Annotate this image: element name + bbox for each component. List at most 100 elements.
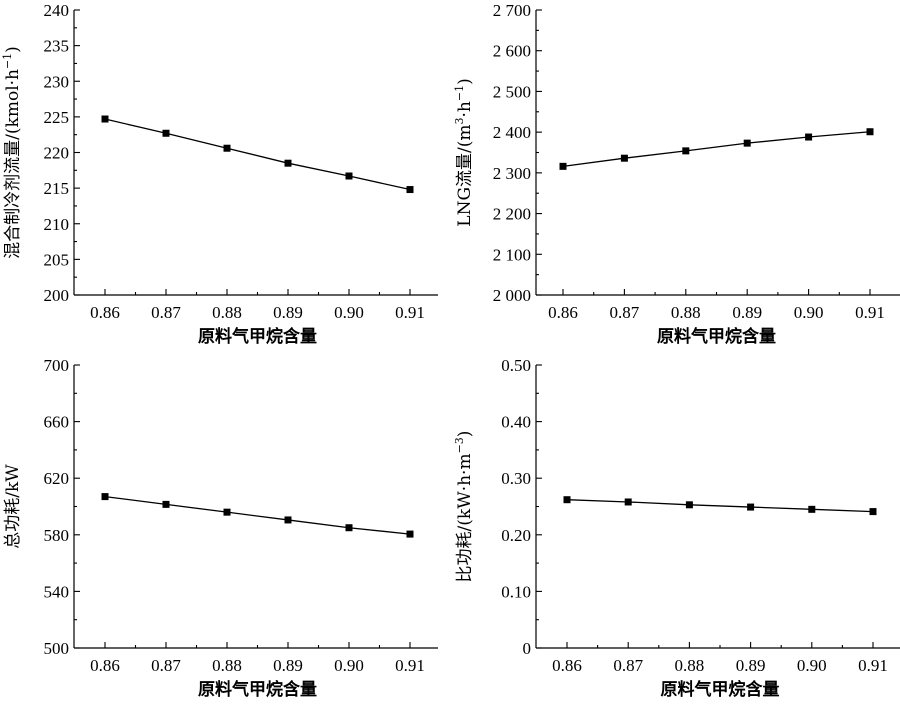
y-tick-label: 0.50 [501, 356, 531, 375]
y-axis-title-part: ·h [455, 101, 475, 117]
y-tick-label: 235 [44, 37, 70, 56]
data-point [559, 162, 567, 170]
data-point [743, 139, 751, 147]
y-axis-title: LNG流量/(m3·h−1) [453, 78, 475, 226]
x-tick-label: 0.87 [610, 303, 640, 322]
y-tick-label: 225 [44, 108, 70, 127]
y-tick-label: 580 [44, 526, 70, 545]
x-tick-label: 0.89 [273, 656, 303, 675]
y-axis-title-part: −3 [453, 437, 466, 453]
y-tick-label: 2 500 [493, 82, 531, 101]
series-line [104, 495, 411, 535]
x-tick-label: 0.89 [273, 303, 303, 322]
y-tick-label: 500 [44, 639, 70, 658]
x-tick-label: 0.86 [90, 303, 120, 322]
data-point [284, 516, 292, 524]
y-tick-label: 210 [44, 215, 70, 234]
chart-panel-1: 200 205 210 215 220 225 230 235 240 0.86 0.87 0.88 0… [1, 1, 438, 347]
x-axis-title: 原料气甲烷含量 [657, 326, 776, 347]
y-tick-label: 2 700 [493, 1, 531, 20]
x-tick-label: 0.88 [212, 303, 242, 322]
chart-panel-4: 0 0.10 0.20 0.30 0.40 0.50 0.86 0.87 0.88 0.89 0.9… [453, 356, 900, 700]
x-axis-title: 原料气甲烷含量 [661, 679, 780, 700]
data-point [101, 115, 109, 123]
y-tick-label: 620 [44, 469, 70, 488]
data-point [162, 500, 170, 508]
y-tick-label: 205 [44, 250, 70, 269]
data-point [563, 496, 571, 504]
y-tick-label: 0.20 [501, 526, 531, 545]
y-tick-label: 230 [44, 72, 70, 91]
y-axis-title-part: ) [455, 78, 475, 85]
y-axis-title-part: LNG流量/(m [455, 124, 475, 226]
y-axis-title-part: 比功耗/(kW·h·m [455, 453, 475, 582]
y-axis-title-part: −1 [453, 85, 466, 101]
x-tick-label: 0.90 [334, 303, 364, 322]
y-tick-label: 540 [44, 582, 70, 601]
x-tick-label: 0.90 [794, 303, 824, 322]
x-tick-label: 0.89 [732, 303, 762, 322]
data-point [406, 186, 414, 194]
y-tick-label: 0.40 [501, 413, 531, 432]
y-tick-label: 660 [44, 413, 70, 432]
y-axis-title: 总功耗/kW [3, 464, 23, 549]
y-tick-label: 0.10 [501, 582, 531, 601]
y-axis-title-part: 混合制冷剂流量/(kmol·h [3, 69, 23, 259]
x-tick-label: 0.91 [395, 656, 425, 675]
x-tick-label: 0.89 [736, 656, 766, 675]
y-tick-label: 0.30 [501, 469, 531, 488]
x-tick-label: 0.86 [552, 656, 582, 675]
data-point [223, 508, 231, 516]
data-point [284, 159, 292, 167]
x-tick-label: 0.91 [855, 303, 885, 322]
y-tick-label: 2 000 [493, 286, 531, 305]
y-axis-title-part: −1 [1, 53, 14, 69]
data-point [682, 147, 690, 155]
data-point [869, 508, 877, 516]
data-point [345, 172, 353, 180]
y-tick-label: 2 300 [493, 164, 531, 183]
y-axis-title: 混合制冷剂流量/(kmol·h−1) [1, 46, 23, 259]
y-axis-title-part: 总功耗/kW [3, 464, 23, 549]
data-point [805, 133, 813, 141]
chart-panel-2: 2 000 2 100 2 200 2 300 2 400 2 500 2 600 2 700… [453, 1, 900, 347]
x-tick-label: 0.87 [613, 656, 643, 675]
x-axis-title: 原料气甲烷含量 [198, 326, 317, 347]
data-point [223, 144, 231, 152]
chart-panel-3: 500 540 580 620 660 700 0.86 0.87 0.88 0.89 0.90 0.… [3, 356, 438, 700]
series-line [562, 131, 871, 167]
x-tick-label: 0.88 [675, 656, 705, 675]
y-tick-label: 2 200 [493, 205, 531, 224]
y-axis-title-part: ) [455, 431, 475, 438]
x-tick-label: 0.90 [797, 656, 827, 675]
x-tick-label: 0.86 [548, 303, 578, 322]
x-tick-label: 0.90 [334, 656, 364, 675]
x-axis-title: 原料气甲烷含量 [198, 679, 317, 700]
data-point [808, 505, 816, 513]
data-point [101, 493, 109, 501]
x-tick-label: 0.88 [671, 303, 701, 322]
y-tick-label: 0 [523, 639, 532, 658]
y-tick-label: 2 100 [493, 245, 531, 264]
data-point [685, 501, 693, 509]
data-point [747, 503, 755, 511]
series-line [566, 499, 874, 513]
y-axis-title: 比功耗/(kW·h·m−3) [453, 431, 475, 583]
x-tick-label: 0.86 [90, 656, 120, 675]
data-point [866, 128, 874, 136]
data-point [624, 498, 632, 506]
x-tick-label: 0.91 [858, 656, 888, 675]
data-point [345, 524, 353, 532]
y-tick-label: 2 400 [493, 123, 531, 142]
x-tick-label: 0.88 [212, 656, 242, 675]
data-point [406, 530, 414, 538]
y-tick-label: 2 600 [493, 42, 531, 61]
y-tick-label: 220 [44, 144, 70, 163]
x-tick-label: 0.91 [395, 303, 425, 322]
y-tick-label: 215 [44, 179, 70, 198]
y-axis-title-part: 3 [453, 117, 466, 124]
data-point [162, 129, 170, 137]
y-tick-label: 200 [44, 286, 70, 305]
y-axis-title-part: ) [3, 46, 23, 53]
